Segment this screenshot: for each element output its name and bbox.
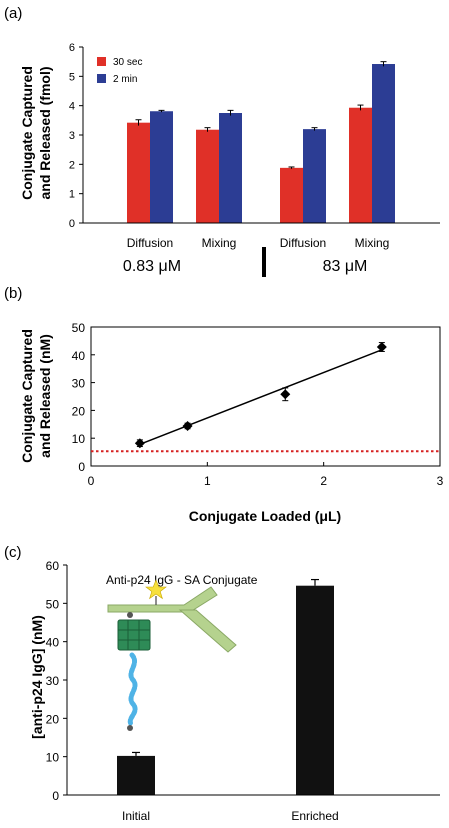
xtick-label-b: 3 bbox=[437, 474, 444, 488]
chart-b: 0 10 20 30 40 50 0 1 2 3 Conjugate Captured and R… bbox=[19, 321, 444, 524]
legend-label-2min: 2 min bbox=[113, 74, 137, 85]
legend-a: 30 sec 2 min bbox=[97, 57, 142, 85]
data-point-b bbox=[134, 438, 145, 449]
ylabel-a-line2: and Released (fmol) bbox=[37, 66, 53, 199]
streptavidin-grid bbox=[118, 620, 150, 650]
ytick-label-c: 50 bbox=[46, 597, 60, 611]
panel-label-a: (a) bbox=[4, 5, 22, 22]
xtick-label-b: 2 bbox=[320, 474, 327, 488]
data-point-b bbox=[280, 389, 291, 400]
xtick-label-c: Initial bbox=[122, 809, 150, 823]
ytick-label-b: 10 bbox=[72, 432, 86, 446]
ytick-label-a: 3 bbox=[69, 130, 75, 142]
xtick-label-a: Mixing bbox=[355, 236, 390, 250]
ytick-label-a: 5 bbox=[69, 71, 75, 83]
bar-a-30sec bbox=[349, 107, 372, 223]
panel-label-b: (b) bbox=[4, 285, 22, 302]
panel-label-c: (c) bbox=[4, 544, 22, 561]
dna-chain bbox=[127, 652, 138, 727]
group-separator bbox=[262, 247, 266, 277]
data-point-b bbox=[182, 420, 193, 431]
ytick-label-a: 2 bbox=[69, 159, 75, 171]
antibody-arm-lower bbox=[178, 609, 237, 653]
bar-a-2min bbox=[372, 64, 395, 223]
ytick-label-a: 0 bbox=[69, 218, 75, 230]
bar-a-2min bbox=[303, 129, 326, 223]
linker-dot bbox=[127, 612, 133, 618]
bar-a-30sec bbox=[280, 167, 303, 223]
xtick-label-b: 1 bbox=[204, 474, 211, 488]
ytick-label-a: 4 bbox=[69, 101, 75, 113]
ytick-label-b: 40 bbox=[72, 349, 86, 363]
xtick-label-a: Diffusion bbox=[280, 236, 326, 250]
ytick-label-c: 40 bbox=[46, 636, 60, 650]
ytick-label-c: 10 bbox=[46, 751, 60, 765]
antibody-arm-upper bbox=[107, 586, 218, 613]
xtick-label-b: 0 bbox=[88, 474, 95, 488]
streptavidin-block bbox=[117, 619, 151, 651]
legend-label-30sec: 30 sec bbox=[113, 57, 142, 68]
ylabel-a-line1: Conjugate Captured bbox=[19, 66, 35, 200]
ytick-label-b: 0 bbox=[78, 460, 85, 474]
chart-c: 0 10 20 30 40 50 60 Initial Enriched [anti-p24 I… bbox=[29, 559, 440, 823]
group-label-2: 83 μM bbox=[323, 258, 368, 275]
xtick-label-a: Diffusion bbox=[127, 236, 173, 250]
ylabel-c: [anti-p24 IgG] (nM) bbox=[29, 615, 45, 739]
bar-a-2min bbox=[150, 111, 173, 223]
ytick-label-c: 0 bbox=[52, 789, 59, 803]
chart-a: 0 1 2 3 4 5 6 Diffusion Mixing Diffusion Mixing 30… bbox=[19, 42, 440, 277]
ytick-label-c: 20 bbox=[46, 712, 60, 726]
bar-a-30sec bbox=[127, 122, 150, 223]
ytick-label-b: 50 bbox=[72, 321, 86, 335]
conjugate-illustration bbox=[107, 579, 237, 731]
xtick-label-c: Enriched bbox=[291, 809, 338, 823]
ytick-label-a: 1 bbox=[69, 189, 75, 201]
ytick-label-b: 20 bbox=[72, 404, 86, 418]
ylabel-b-line1: Conjugate Captured bbox=[19, 329, 35, 463]
xtick-label-a: Mixing bbox=[202, 236, 237, 250]
data-point-b bbox=[376, 342, 387, 353]
bar-a-30sec bbox=[196, 129, 219, 223]
xlabel-b: Conjugate Loaded (μL) bbox=[189, 508, 341, 524]
inset-title: Anti-p24 IgG - SA Conjugate bbox=[106, 573, 258, 587]
legend-swatch-30sec bbox=[97, 57, 106, 66]
bar-c-enriched bbox=[296, 585, 334, 795]
ytick-label-a: 6 bbox=[69, 42, 75, 54]
chain-end-dot bbox=[127, 725, 133, 731]
ytick-label-c: 60 bbox=[46, 559, 60, 573]
bar-a-2min bbox=[219, 113, 242, 223]
plot-frame-b bbox=[90, 326, 441, 467]
ylabel-b-line2: and Released (nM) bbox=[37, 334, 53, 458]
group-label-1: 0.83 μM bbox=[123, 258, 181, 275]
legend-swatch-2min bbox=[97, 74, 106, 83]
bar-c-initial bbox=[117, 755, 155, 795]
ytick-label-c: 30 bbox=[46, 674, 60, 688]
star-icon bbox=[145, 579, 167, 600]
ytick-label-b: 30 bbox=[72, 377, 86, 391]
fit-line bbox=[139, 349, 383, 446]
